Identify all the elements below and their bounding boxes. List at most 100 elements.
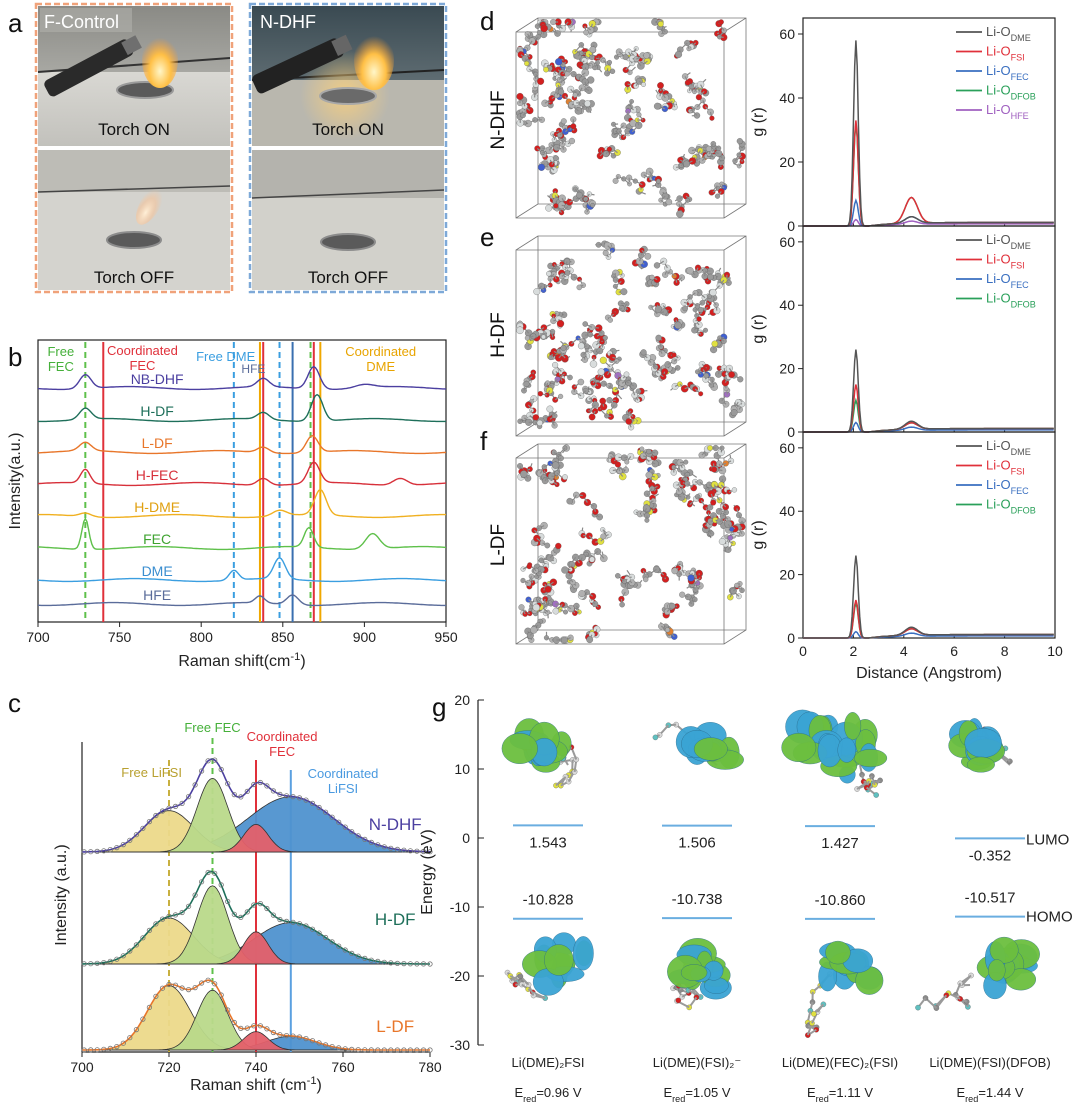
data-point (199, 768, 205, 774)
orbital-lobe (964, 728, 1002, 758)
orbital-lobe (988, 959, 1006, 982)
atom (636, 112, 642, 118)
atom (653, 262, 661, 269)
series-label-c: H-DF (375, 910, 416, 929)
atom (614, 461, 621, 468)
y-tick-label-rdf: 60 (779, 440, 795, 456)
spectrum-line (37, 434, 447, 455)
data-point (401, 960, 407, 967)
data-point (225, 1007, 231, 1013)
atom (577, 378, 585, 386)
x-tick-label-b: 950 (434, 629, 458, 645)
y-tick-label-rdf: 20 (779, 154, 795, 170)
atom (606, 146, 612, 152)
mol-atom (915, 1004, 921, 1011)
atom (567, 634, 574, 641)
reduction-potential: Ered=1.11 V (807, 1085, 873, 1104)
x-tick-label-c: 760 (331, 1059, 355, 1075)
data-point (205, 758, 211, 764)
data-point (296, 795, 303, 801)
rdf-curve (803, 40, 1054, 227)
mol-atom (811, 1011, 817, 1017)
data-point (218, 766, 224, 773)
data-point (329, 814, 335, 820)
y-tick-label-rdf: 0 (787, 424, 795, 440)
plot-b-frame (37, 339, 447, 623)
y-tick-label-rdf: 0 (787, 630, 795, 646)
annot-free-dme: Free DME (196, 349, 256, 364)
panel-a-photos: Torch ON F-Control Torch OFF Torch ON (34, 2, 448, 294)
data-point (159, 916, 166, 922)
data-point (277, 916, 283, 923)
n-dhf-torch-off-caption: Torch OFF (308, 268, 388, 287)
y-tick-label-g: -10 (450, 899, 470, 915)
y-tick-label-rdf: 40 (779, 297, 795, 313)
fit-component (82, 823, 430, 853)
data-point (159, 808, 166, 814)
data-point (368, 957, 374, 963)
data-point (388, 845, 394, 851)
atom (698, 391, 704, 397)
data-point (257, 1023, 263, 1029)
orbital-lobe (966, 756, 995, 773)
desk-edge-r2 (251, 189, 445, 199)
data-point (133, 942, 139, 948)
atom (556, 319, 565, 328)
legend-entry: Li-OFEC (986, 63, 1029, 82)
atom (566, 497, 573, 505)
annot-coord-fec-c2: FEC (269, 744, 295, 759)
data-point (166, 981, 172, 988)
n-dhf-torch-on-caption: Torch ON (312, 120, 384, 139)
annot-coord-fec-c1: Coordinated (247, 729, 318, 744)
flame-icon (142, 32, 178, 88)
lumo-value: -0.352 (969, 847, 1012, 864)
data-point (303, 1036, 309, 1042)
atom (730, 409, 738, 417)
x-tick-label-rdf: 6 (950, 643, 958, 659)
md-snapshot-e (515, 235, 747, 437)
atom (524, 60, 530, 67)
data-point (355, 953, 361, 959)
rdf-plot-d: 0 20 40 60 g (r) Li-ODMELi-OFSILi-OFECLi-ODFO… (750, 17, 1056, 234)
atom (561, 636, 568, 644)
data-point (388, 960, 394, 966)
atom (624, 459, 630, 465)
data-point (264, 905, 270, 912)
data-point (336, 819, 342, 825)
lumo-label: LUMO (1026, 831, 1069, 848)
atom (520, 470, 528, 478)
atom (737, 376, 744, 383)
atom (560, 345, 567, 351)
md-label-e: H-DF (488, 312, 509, 357)
f-control-title-bg (40, 8, 132, 32)
data-point (362, 1047, 368, 1053)
y-tick-label-g: 20 (454, 692, 470, 708)
data-point (205, 977, 211, 983)
atom (707, 273, 714, 281)
atom (620, 288, 628, 296)
rdf-curve (803, 397, 1054, 433)
data-point (427, 1047, 433, 1053)
data-point (336, 943, 342, 949)
atom (543, 66, 549, 73)
n-dhf-title: N-DHF (260, 12, 316, 32)
atom (561, 566, 569, 574)
legend-entry: Li-ODME (986, 232, 1031, 251)
rdf-frame (802, 431, 1056, 639)
f-control-photo-group: Torch ON F-Control Torch OFF (34, 2, 234, 294)
data-point (238, 794, 244, 800)
atom (522, 611, 528, 617)
data-point (349, 1046, 355, 1053)
atom (711, 340, 719, 348)
data-point (355, 1047, 361, 1053)
atom (674, 365, 681, 371)
legend-entry: Li-ODFOB (986, 497, 1036, 516)
atom (536, 525, 542, 531)
data-point (199, 980, 205, 986)
legend-entry: Li-OFSI (986, 44, 1025, 63)
atom (546, 405, 554, 413)
complex-1: 1.543 -10.828 Li(DME)₂FSI Ered=0.96 V (501, 718, 594, 1104)
f-control-torch-on-caption: Torch ON (98, 120, 170, 139)
atom (734, 582, 740, 588)
y-tick-label-g: -20 (450, 968, 470, 984)
